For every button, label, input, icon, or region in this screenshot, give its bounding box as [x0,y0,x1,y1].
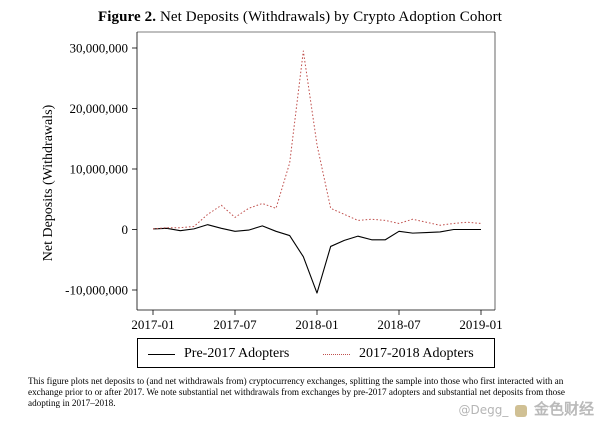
watermark-prefix: @Degg_ [458,403,509,417]
y-tick-label: -10,000,000 [65,283,128,298]
x-tick-label: 2019-01 [459,317,502,332]
figure-caption: This figure plots net deposits to (and n… [28,376,565,408]
legend-swatch-dotted [323,353,350,355]
series-line-2017-2018-adopters [152,50,482,230]
legend-item-2017-2018: 2017-2018 Adopters [323,346,474,362]
watermark-brand: 金色财经 [533,400,594,418]
series-lines [152,50,482,294]
axes: -10,000,000 0 10,000,000 20,000,000 30,000,0… [65,31,503,332]
x-tick-label: 2017-07 [213,317,257,332]
figure-label: Figure 2. [97,9,157,25]
chart-legend: Pre-2017 Adopters 2017-2018 Adopters [137,338,495,368]
y-tick-label: 10,000,000 [70,162,129,177]
legend-swatch-solid [148,353,175,355]
series-line-pre-2017-adopters [152,224,481,294]
x-tick-label: 2018-01 [295,317,338,332]
y-tick-label: 30,000,000 [70,41,129,56]
legend-label: 2017-2018 Adopters [359,346,474,361]
figure-title: Figure 2. Net Deposits (Withdrawals) by … [0,9,600,26]
watermark-logo-icon [515,404,528,417]
y-axis-label: Net Deposits (Withdrawals) [41,104,56,261]
watermark: @Degg_ 金色财经 [458,398,594,419]
legend-label: Pre-2017 Adopters [184,346,290,361]
figure-title-text: Net Deposits (Withdrawals) by Crypto Ado… [159,9,503,25]
x-tick-label: 2018-07 [377,317,421,332]
y-tick-label: 0 [122,222,129,237]
x-tick-label: 2017-01 [131,317,174,332]
y-tick-label: 20,000,000 [70,101,129,116]
legend-item-pre-2017: Pre-2017 Adopters [148,346,289,362]
